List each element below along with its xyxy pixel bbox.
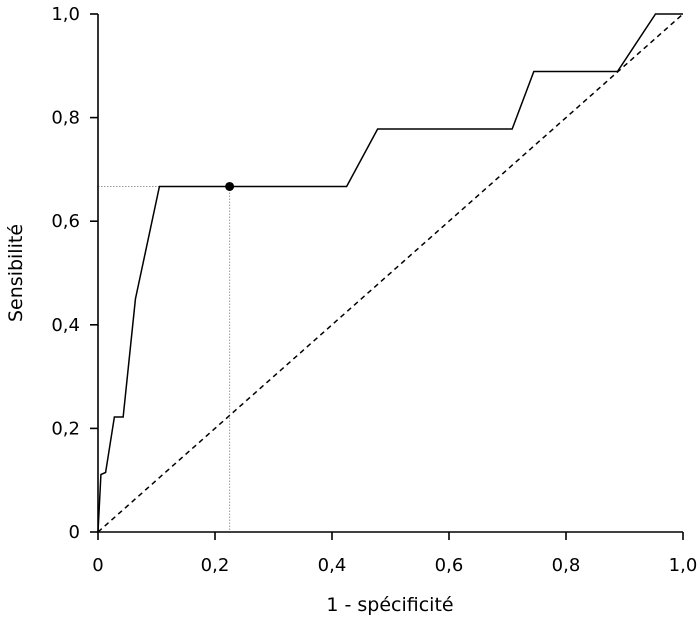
series-layer [97, 13, 684, 533]
point-layer [225, 181, 235, 191]
y-tick-label: 0,6 [51, 211, 80, 232]
y-tick-label: 0,4 [51, 315, 80, 336]
y-axis-title: Sensibilité [5, 224, 27, 322]
x-tick-label: 1,0 [669, 555, 698, 576]
y-tick-label: 1,0 [51, 4, 80, 25]
x-tick-label: 0,6 [435, 555, 464, 576]
x-tick-label: 0 [92, 555, 103, 576]
axes [97, 14, 683, 533]
x-tick-label: 0,4 [318, 555, 347, 576]
y-tick-label: 0,8 [51, 108, 80, 129]
reference-diagonal-line [97, 13, 684, 533]
x-axis-title: 1 - spécificité [326, 594, 453, 616]
y-tick-label: 0 [69, 522, 80, 543]
y-ticks: 0 0,2 0,4 0,6 0,8 1,0 [51, 4, 98, 543]
x-tick-label: 0,8 [552, 555, 581, 576]
y-tick-label: 0,2 [51, 418, 80, 439]
roc-curve-line [97, 13, 683, 533]
x-ticks: 0 0,2 0,4 0,6 0,8 1,0 [92, 532, 697, 576]
optimal-cutoff-point [225, 181, 235, 191]
x-tick-label: 0,2 [201, 555, 230, 576]
optimal-point-guides [98, 185, 231, 532]
